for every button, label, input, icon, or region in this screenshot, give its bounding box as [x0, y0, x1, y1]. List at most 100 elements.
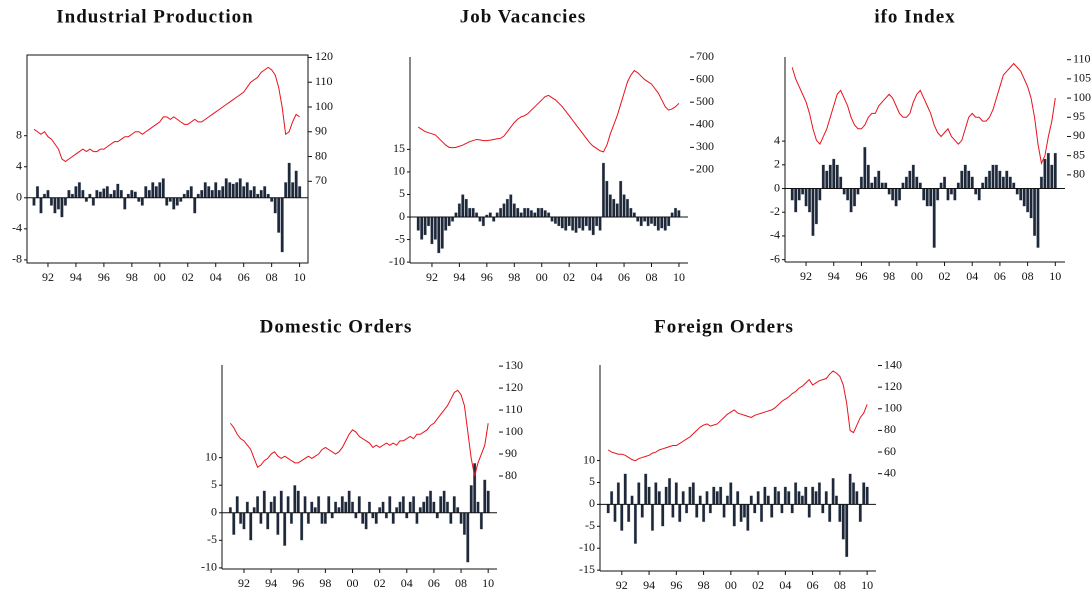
y2-tick-label: 100: [1073, 90, 1091, 104]
y-tick-label: 10: [205, 449, 217, 463]
plot-frame: [26, 54, 309, 264]
bar: [116, 183, 120, 198]
y2-tick-label: 100: [884, 401, 902, 415]
x-tick-label: 96: [855, 269, 867, 283]
panel: Domestic Orders -10 -5 0 5 10 80 90 100 110 120 130…: [201, 316, 523, 589]
bar: [286, 496, 290, 513]
bar: [998, 170, 1002, 189]
bar: [290, 182, 295, 198]
y2-tick-label: 130: [505, 358, 523, 372]
bar: [172, 197, 176, 210]
bar: [746, 504, 750, 531]
bar: [133, 191, 137, 198]
bar: [371, 512, 375, 519]
bar: [182, 193, 186, 198]
bar: [102, 188, 106, 198]
bar: [1029, 188, 1033, 219]
bar: [653, 216, 657, 227]
bar: [196, 193, 200, 198]
y2-tick-label: 80: [1073, 167, 1085, 181]
bar: [546, 212, 551, 218]
x-tick-label: 96: [292, 576, 304, 590]
bar: [1043, 158, 1047, 189]
bar: [483, 479, 487, 513]
bar: [423, 216, 427, 236]
x-tick-label: 00: [725, 578, 737, 592]
bar: [437, 216, 441, 254]
bar: [151, 182, 155, 198]
bar: [39, 197, 43, 214]
x-tick-label: 04: [591, 270, 603, 284]
bar: [890, 188, 895, 201]
bar: [963, 164, 967, 189]
bar: [1053, 152, 1057, 189]
bar: [272, 496, 277, 513]
bar: [970, 176, 974, 189]
bar: [880, 182, 884, 189]
x-tick-label: 98: [883, 269, 895, 283]
bar: [654, 482, 658, 505]
bar: [294, 170, 298, 198]
bar: [939, 182, 943, 189]
bar: [636, 216, 640, 222]
bar: [807, 504, 811, 518]
x-tick-label: 94: [265, 576, 277, 590]
y2-tick-label: 600: [696, 71, 714, 85]
bar: [433, 216, 437, 240]
y2-tick-label: 60: [884, 444, 896, 458]
bar: [333, 501, 338, 513]
bar: [984, 176, 988, 189]
bar: [862, 482, 866, 505]
bar: [908, 170, 912, 189]
bar: [432, 501, 436, 513]
bar: [529, 210, 534, 218]
bar: [505, 198, 510, 218]
bar: [863, 146, 867, 189]
x-tick-label: 98: [126, 270, 138, 284]
x-tick-label: 00: [911, 269, 923, 283]
bar: [1036, 188, 1040, 248]
bar: [378, 507, 382, 513]
panel-title: Foreign Orders: [654, 316, 794, 337]
bar: [1032, 188, 1037, 237]
bar: [42, 193, 47, 198]
bar: [1019, 188, 1023, 201]
y2-tick-label: 95: [1073, 109, 1085, 123]
bar: [280, 197, 284, 253]
bar: [263, 186, 267, 198]
bar: [790, 504, 794, 514]
bar: [235, 182, 239, 198]
x-tick-label: 10: [1049, 269, 1061, 283]
bar: [249, 189, 253, 198]
bar: [804, 188, 808, 207]
bar: [649, 216, 654, 224]
y-tick-label: 4: [16, 159, 22, 173]
bar: [56, 197, 61, 210]
bar: [935, 188, 940, 201]
bar: [273, 197, 277, 214]
x-tick-label: 92: [616, 578, 628, 592]
y-tick-label: 5: [211, 477, 217, 491]
bar: [381, 501, 385, 513]
bar: [242, 512, 246, 530]
bar: [646, 216, 650, 227]
y2-tick-label: 120: [315, 49, 333, 63]
level-line: [417, 69, 680, 153]
bar: [492, 216, 496, 222]
bar: [214, 182, 218, 198]
x-tick-label: 06: [994, 269, 1006, 283]
bar: [553, 216, 558, 224]
bar: [478, 216, 482, 222]
bar: [657, 491, 661, 505]
bar: [456, 507, 460, 513]
bar: [845, 504, 849, 558]
y2-tick-label: 90: [505, 446, 517, 460]
bar: [91, 197, 96, 206]
x-tick-label: 08: [1022, 269, 1034, 283]
bar: [464, 198, 468, 218]
bar: [619, 180, 623, 218]
bar: [725, 495, 730, 505]
bar: [279, 490, 283, 513]
bar: [929, 188, 933, 207]
bar: [949, 188, 954, 195]
